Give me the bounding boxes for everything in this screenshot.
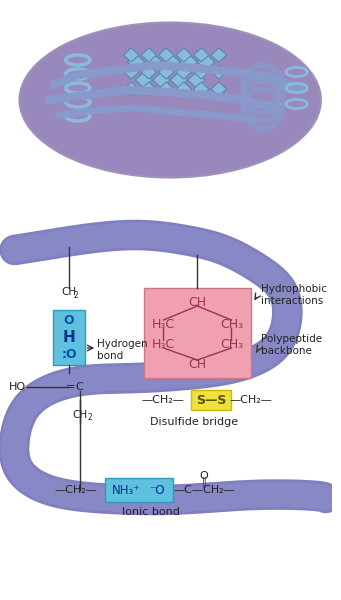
Text: C: C (76, 382, 84, 392)
FancyBboxPatch shape (191, 390, 232, 410)
Polygon shape (128, 54, 145, 70)
Text: —C—CH₂—: —C—CH₂— (173, 485, 235, 495)
Polygon shape (145, 54, 162, 70)
Polygon shape (123, 48, 139, 62)
Polygon shape (141, 82, 157, 96)
Polygon shape (153, 72, 170, 88)
Text: CH: CH (61, 287, 77, 297)
Polygon shape (170, 72, 188, 88)
Polygon shape (193, 82, 209, 96)
FancyBboxPatch shape (54, 310, 85, 365)
FancyBboxPatch shape (105, 478, 173, 502)
Polygon shape (123, 65, 139, 79)
Text: HO: HO (9, 382, 26, 392)
Polygon shape (135, 72, 153, 88)
Polygon shape (176, 65, 192, 79)
Text: —CH₂—: —CH₂— (229, 395, 272, 405)
Text: Hydrogen
bond: Hydrogen bond (97, 339, 148, 361)
Text: CH₃: CH₃ (220, 337, 243, 350)
Text: Polypeptide
backbone: Polypeptide backbone (261, 334, 322, 356)
Text: :O: :O (61, 347, 77, 361)
Text: Ionic bond: Ionic bond (122, 507, 180, 517)
Polygon shape (197, 54, 215, 70)
Text: CH: CH (188, 358, 206, 370)
Polygon shape (188, 72, 205, 88)
Text: ‖: ‖ (202, 477, 207, 487)
Text: —CH₂—: —CH₂— (142, 395, 185, 405)
Polygon shape (211, 48, 226, 62)
Polygon shape (159, 82, 174, 96)
Polygon shape (162, 54, 180, 70)
Text: S—S: S—S (196, 394, 226, 407)
Text: CH: CH (188, 295, 206, 308)
Text: H: H (63, 329, 75, 344)
Polygon shape (211, 82, 226, 96)
Text: CH₃: CH₃ (220, 317, 243, 331)
Text: 2: 2 (73, 290, 78, 299)
Text: Disulfide bridge: Disulfide bridge (150, 417, 239, 427)
Text: H₃C: H₃C (152, 317, 175, 331)
Polygon shape (180, 54, 197, 70)
Text: O: O (200, 471, 209, 481)
Text: H₃C: H₃C (152, 337, 175, 350)
Polygon shape (159, 48, 174, 62)
Polygon shape (176, 48, 192, 62)
Polygon shape (159, 65, 174, 79)
FancyBboxPatch shape (144, 288, 251, 378)
Polygon shape (211, 65, 226, 79)
Text: =: = (66, 382, 76, 392)
Text: —CH₂—: —CH₂— (55, 485, 97, 495)
Text: O: O (64, 313, 74, 326)
Polygon shape (193, 65, 209, 79)
Text: ⁻O: ⁻O (149, 484, 164, 497)
Polygon shape (176, 82, 192, 96)
Text: NH₃⁺: NH₃⁺ (112, 484, 140, 497)
Polygon shape (141, 48, 157, 62)
Polygon shape (193, 48, 209, 62)
Polygon shape (123, 82, 139, 96)
Polygon shape (141, 65, 157, 79)
Text: Hydrophobic
interactions: Hydrophobic interactions (261, 284, 327, 306)
Text: 2: 2 (87, 413, 92, 422)
Ellipse shape (19, 22, 321, 178)
Text: CH: CH (72, 410, 87, 420)
